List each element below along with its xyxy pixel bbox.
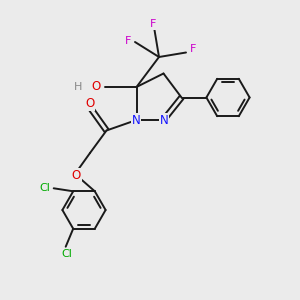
Text: N: N bbox=[131, 113, 140, 127]
Text: O: O bbox=[85, 97, 94, 110]
Text: H: H bbox=[74, 82, 82, 92]
Text: Cl: Cl bbox=[39, 183, 50, 193]
Text: F: F bbox=[125, 35, 132, 46]
Text: F: F bbox=[150, 19, 156, 29]
Text: Cl: Cl bbox=[62, 249, 73, 259]
Text: N: N bbox=[160, 113, 169, 127]
Text: F: F bbox=[189, 44, 196, 55]
Text: O: O bbox=[91, 80, 101, 94]
Text: O: O bbox=[72, 169, 81, 182]
